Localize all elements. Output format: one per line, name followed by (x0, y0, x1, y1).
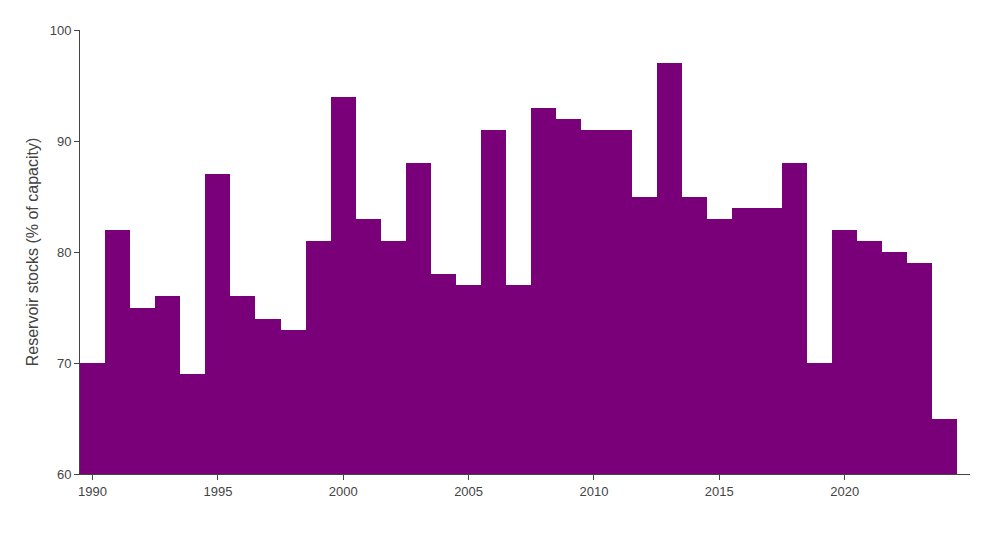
svg-text:2020: 2020 (830, 484, 859, 499)
svg-text:2015: 2015 (705, 484, 734, 499)
svg-text:100: 100 (50, 23, 72, 38)
svg-text:90: 90 (57, 134, 71, 149)
svg-text:60: 60 (57, 467, 71, 482)
svg-text:Reservoir stocks (% of capacit: Reservoir stocks (% of capacity) (24, 138, 41, 367)
svg-text:2000: 2000 (329, 484, 358, 499)
svg-text:2010: 2010 (579, 484, 608, 499)
svg-text:1990: 1990 (78, 484, 107, 499)
svg-text:80: 80 (57, 245, 71, 260)
svg-text:1995: 1995 (203, 484, 232, 499)
svg-text:2005: 2005 (454, 484, 483, 499)
svg-text:70: 70 (57, 356, 71, 371)
